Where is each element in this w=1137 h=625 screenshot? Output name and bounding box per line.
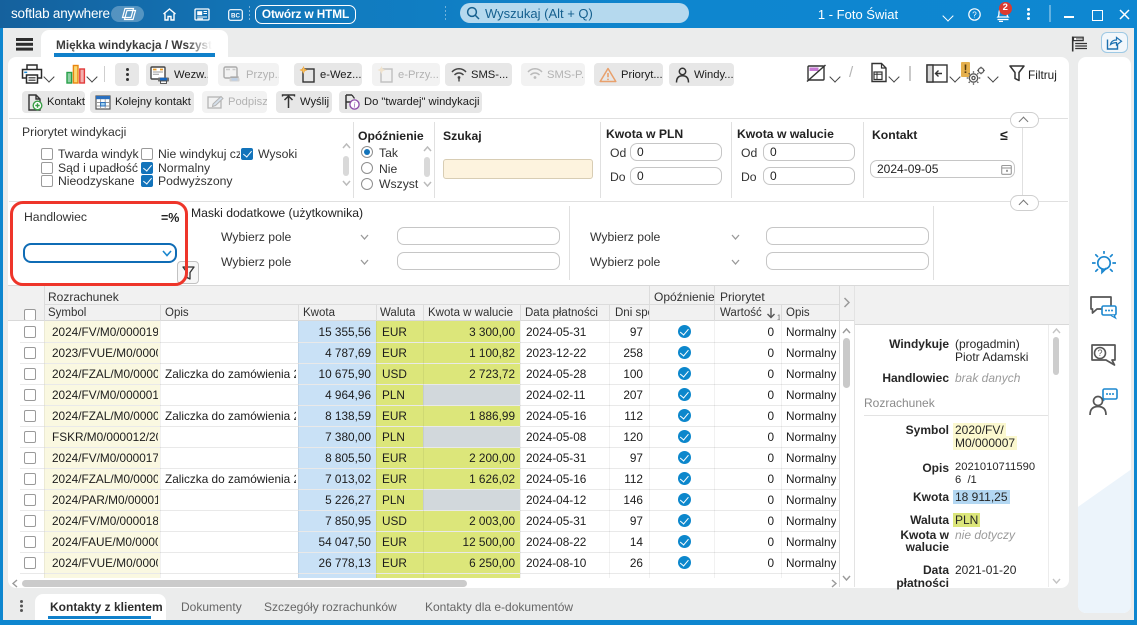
svg-text:BC: BC [231, 13, 240, 20]
svg-text:1: 1 [777, 315, 780, 321]
svg-text:i: i [353, 100, 355, 109]
svg-text:?: ? [1097, 348, 1102, 358]
svg-text:?: ? [972, 10, 977, 19]
